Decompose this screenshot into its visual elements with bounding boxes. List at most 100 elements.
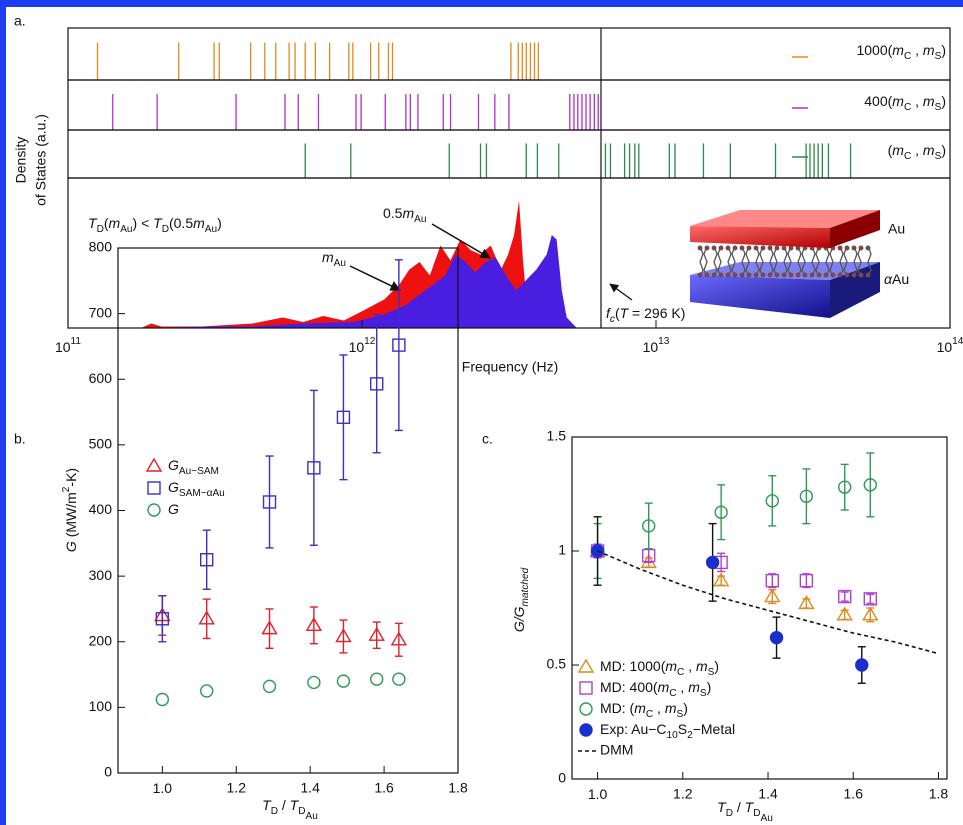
left-border	[0, 0, 6, 825]
tick-label: 1.2	[227, 780, 247, 796]
legend-swatch	[147, 503, 161, 517]
text-segment: Au	[414, 214, 426, 225]
text-segment: T	[717, 799, 727, 815]
text-segment: ,	[653, 700, 665, 716]
top-border	[0, 0, 963, 7]
text-segment: S	[935, 102, 942, 113]
marker-circle	[199, 684, 214, 698]
chain	[773, 245, 778, 278]
text-segment: ) <	[133, 215, 154, 231]
tick-label-base: 10	[937, 339, 953, 355]
atom	[746, 245, 752, 251]
text-segment: 1000(	[856, 42, 892, 58]
text-segment: Au	[761, 813, 773, 824]
atom	[781, 272, 787, 278]
error-bar	[802, 468, 811, 525]
text-segment: ,	[684, 658, 696, 674]
text-segment: m	[665, 700, 677, 716]
chain	[853, 245, 858, 278]
text-segment: Au	[120, 224, 132, 235]
text-segment: S	[935, 51, 942, 62]
atom	[858, 245, 864, 251]
marker-circle	[838, 480, 852, 494]
atom	[753, 245, 759, 251]
text-segment: ,	[911, 93, 923, 109]
text-segment: D	[298, 806, 305, 817]
tick-label-exponent: 14	[952, 336, 963, 347]
annotation: αAu	[884, 271, 909, 287]
marker-triangle	[798, 595, 815, 610]
chain	[727, 245, 732, 278]
tick-label: 600	[89, 370, 113, 386]
text-segment: D	[271, 806, 278, 817]
chain	[699, 245, 704, 278]
marker-circle	[369, 672, 384, 686]
marker-triangle	[764, 588, 781, 603]
error-bar	[394, 259, 403, 432]
atom	[739, 272, 745, 278]
error-bar	[339, 354, 348, 481]
text-segment: ,	[911, 142, 923, 158]
tick-label: 1011	[55, 336, 81, 355]
atom	[816, 272, 822, 278]
tick-label: 1	[558, 542, 566, 558]
text-segment: α	[884, 271, 893, 287]
tick-label: 0	[104, 764, 112, 780]
tick-label: 100	[89, 698, 113, 714]
marker-circle	[863, 478, 877, 492]
tick-label: 400	[89, 501, 113, 517]
marker-square	[155, 612, 170, 626]
text-segment: )	[217, 215, 222, 231]
atom	[732, 272, 738, 278]
legend-label: GAu−SAM	[168, 457, 219, 477]
marker-circle	[765, 494, 779, 508]
text-segment: G	[63, 541, 79, 552]
chain	[769, 245, 774, 278]
marker-triangle	[198, 610, 215, 625]
marker-triangle	[836, 606, 853, 621]
x-axis-label: Frequency (Hz)	[462, 359, 558, 375]
text-segment: m	[696, 658, 708, 674]
marker-square	[642, 548, 656, 563]
text-segment: 2	[687, 730, 693, 741]
text-segment: )	[683, 700, 688, 716]
atom	[865, 272, 871, 278]
tick-label: 1.5	[547, 428, 567, 444]
text-segment: D	[753, 808, 760, 819]
text-segment: C	[669, 688, 676, 699]
text-segment: C	[904, 51, 911, 62]
tick-label-base: 1.0	[588, 786, 608, 802]
text-segment: ,	[677, 679, 689, 695]
text-segment: (	[615, 305, 620, 321]
legend-label: 400(mC , mS)	[864, 93, 946, 113]
text-segment: Au	[334, 258, 346, 269]
marker-square	[392, 338, 406, 352]
series-annotation: mAu	[322, 249, 346, 269]
tick-label-base: 10	[349, 339, 365, 355]
text-segment: m	[892, 42, 904, 58]
inset-illustration	[690, 210, 880, 318]
text-segment: D	[726, 808, 733, 819]
error-bar	[840, 463, 849, 511]
tick-label: 300	[89, 567, 113, 583]
chain	[745, 245, 750, 278]
atom	[858, 272, 864, 278]
marker-circle	[642, 519, 656, 533]
atom	[774, 272, 780, 278]
annotation: TD(mAu) < TD(0.5mAu)	[88, 215, 222, 235]
marker-triangle	[261, 620, 278, 635]
atom	[823, 272, 829, 278]
text-segment: m	[688, 679, 700, 695]
text-segment: G	[168, 479, 179, 495]
atom	[788, 245, 794, 251]
error-bar	[768, 475, 777, 527]
slab-front	[690, 275, 830, 318]
text-segment: = 296 K)	[628, 305, 685, 321]
chain	[759, 245, 764, 278]
chain	[843, 245, 848, 278]
text-segment: Au−SAM	[179, 466, 219, 477]
text-segment: m	[923, 142, 935, 158]
atom	[767, 272, 773, 278]
text-segment: T	[88, 215, 98, 231]
text-segment: T	[620, 305, 630, 321]
